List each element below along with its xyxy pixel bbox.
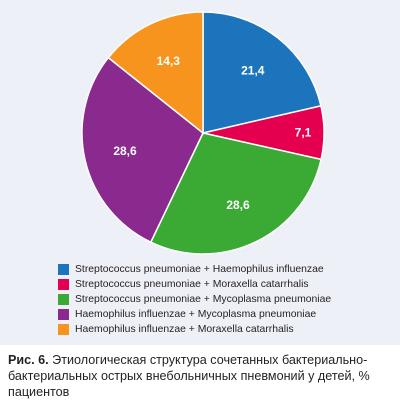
pie-slice-4	[81, 56, 204, 244]
legend-swatch	[58, 294, 69, 305]
pie-slice-1	[202, 11, 322, 134]
chart-panel: 21,4 7,1 28,6 28,6 14,3 Streptococcus pneumo…	[0, 0, 400, 345]
legend-label: Streptococcus pneumoniae + Mycoplasma pn…	[75, 294, 332, 305]
figure-caption-label: Рис. 6.	[8, 353, 49, 367]
figure-caption: Рис. 6. Этиологическая структура сочетан…	[8, 352, 392, 400]
legend-swatch	[58, 264, 69, 275]
slice-label-3: 28,6	[226, 198, 250, 212]
legend-item-1: Streptococcus pneumoniae + Haemophilus i…	[58, 262, 331, 277]
legend-item-4: Haemophilus influenzae + Mycoplasma pneu…	[58, 307, 331, 322]
slice-label-4: 28,6	[113, 144, 137, 158]
legend-label: Streptococcus pneumoniae + Moraxella cat…	[75, 279, 309, 290]
figure-caption-text: Этиологическая структура сочетанных бакт…	[8, 353, 370, 399]
legend-label: Streptococcus pneumoniae + Haemophilus i…	[75, 264, 324, 275]
legend-item-3: Streptococcus pneumoniae + Mycoplasma pn…	[58, 292, 331, 307]
pie-slice-3	[149, 132, 322, 255]
legend-label: Haemophilus influenzae + Moraxella catar…	[75, 324, 294, 335]
slice-label-2: 7,1	[295, 126, 312, 140]
legend: Streptococcus pneumoniae + Haemophilus i…	[58, 262, 331, 337]
legend-swatch	[58, 279, 69, 290]
legend-swatch	[58, 324, 69, 335]
slice-label-1: 21,4	[241, 63, 265, 77]
legend-swatch	[58, 309, 69, 320]
legend-item-5: Haemophilus influenzae + Moraxella catar…	[58, 322, 331, 337]
legend-label: Haemophilus influenzae + Mycoplasma pneu…	[75, 309, 317, 320]
legend-item-2: Streptococcus pneumoniae + Moraxella cat…	[58, 277, 331, 292]
slice-label-5: 14,3	[157, 54, 181, 68]
pie-chart: 21,4 7,1 28,6 28,6 14,3	[81, 11, 325, 255]
pie-slice-5	[107, 11, 204, 135]
